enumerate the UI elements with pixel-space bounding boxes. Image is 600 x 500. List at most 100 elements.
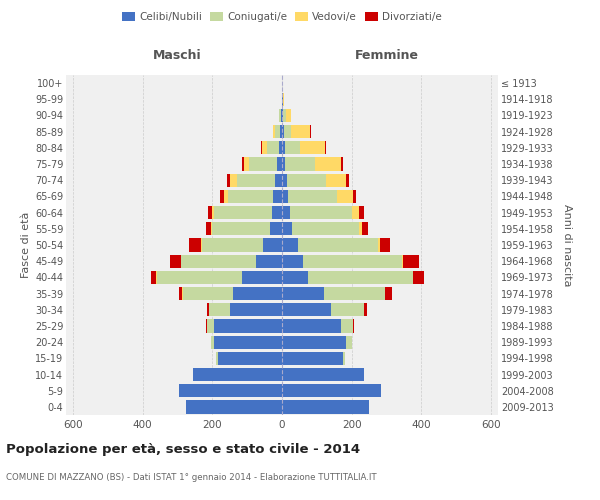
Bar bbox=[288, 190, 337, 203]
Bar bbox=[341, 158, 343, 170]
Bar bbox=[193, 368, 282, 381]
Bar bbox=[216, 352, 218, 365]
Bar bbox=[284, 125, 291, 138]
Bar bbox=[353, 190, 356, 203]
Bar bbox=[249, 158, 277, 170]
Bar bbox=[272, 206, 282, 220]
Legend: Celibi/Nubili, Coniugati/e, Vedovi/e, Divorziati/e: Celibi/Nubili, Coniugati/e, Vedovi/e, Di… bbox=[118, 8, 446, 26]
Bar bbox=[298, 238, 378, 252]
Bar bbox=[324, 287, 385, 300]
Bar bbox=[220, 190, 224, 203]
Bar bbox=[230, 303, 282, 316]
Bar bbox=[214, 206, 272, 220]
Bar bbox=[282, 158, 286, 170]
Bar bbox=[282, 222, 292, 235]
Bar bbox=[283, 109, 286, 122]
Bar bbox=[290, 206, 352, 220]
Bar bbox=[181, 254, 256, 268]
Bar bbox=[325, 141, 326, 154]
Bar bbox=[230, 174, 237, 187]
Bar bbox=[278, 109, 279, 122]
Bar bbox=[285, 141, 301, 154]
Bar bbox=[359, 206, 364, 220]
Bar bbox=[303, 254, 402, 268]
Bar bbox=[282, 238, 298, 252]
Bar bbox=[261, 141, 262, 154]
Bar bbox=[237, 174, 275, 187]
Bar bbox=[270, 222, 282, 235]
Bar bbox=[359, 222, 362, 235]
Bar bbox=[244, 158, 249, 170]
Bar bbox=[403, 254, 419, 268]
Bar bbox=[282, 336, 346, 349]
Bar bbox=[214, 320, 282, 332]
Bar bbox=[275, 174, 282, 187]
Bar bbox=[315, 158, 341, 170]
Bar bbox=[279, 109, 281, 122]
Bar bbox=[283, 92, 284, 106]
Bar bbox=[279, 141, 282, 154]
Bar bbox=[413, 270, 424, 284]
Bar bbox=[170, 254, 181, 268]
Bar bbox=[286, 109, 291, 122]
Bar bbox=[183, 287, 233, 300]
Bar bbox=[282, 174, 287, 187]
Bar bbox=[201, 238, 202, 252]
Bar bbox=[282, 400, 369, 413]
Bar bbox=[151, 270, 156, 284]
Bar bbox=[211, 222, 212, 235]
Bar bbox=[282, 206, 290, 220]
Bar bbox=[267, 141, 279, 154]
Bar bbox=[228, 190, 273, 203]
Bar bbox=[282, 109, 283, 122]
Bar bbox=[282, 320, 341, 332]
Bar bbox=[301, 141, 325, 154]
Bar bbox=[353, 320, 354, 332]
Bar bbox=[179, 384, 282, 398]
Bar bbox=[292, 222, 359, 235]
Bar bbox=[179, 287, 182, 300]
Bar bbox=[282, 270, 308, 284]
Bar bbox=[273, 125, 275, 138]
Bar bbox=[206, 320, 207, 332]
Bar bbox=[224, 190, 228, 203]
Y-axis label: Anni di nascita: Anni di nascita bbox=[562, 204, 572, 286]
Bar bbox=[364, 303, 367, 316]
Bar bbox=[331, 303, 364, 316]
Bar bbox=[202, 238, 263, 252]
Bar bbox=[263, 238, 282, 252]
Bar bbox=[310, 125, 311, 138]
Bar bbox=[233, 287, 282, 300]
Bar bbox=[362, 222, 368, 235]
Bar bbox=[287, 174, 326, 187]
Bar bbox=[282, 141, 285, 154]
Bar bbox=[209, 303, 230, 316]
Bar bbox=[346, 336, 352, 349]
Bar bbox=[343, 352, 345, 365]
Bar bbox=[275, 125, 280, 138]
Bar bbox=[281, 109, 282, 122]
Bar bbox=[242, 270, 282, 284]
Bar bbox=[212, 206, 214, 220]
Bar bbox=[186, 400, 282, 413]
Bar bbox=[157, 270, 242, 284]
Bar bbox=[282, 303, 331, 316]
Text: Femmine: Femmine bbox=[355, 49, 419, 62]
Bar bbox=[286, 158, 315, 170]
Bar bbox=[282, 287, 324, 300]
Bar bbox=[402, 254, 403, 268]
Text: Popolazione per età, sesso e stato civile - 2014: Popolazione per età, sesso e stato civil… bbox=[6, 442, 360, 456]
Bar bbox=[282, 92, 283, 106]
Bar bbox=[326, 174, 346, 187]
Bar bbox=[380, 238, 390, 252]
Bar bbox=[291, 125, 310, 138]
Bar bbox=[262, 141, 267, 154]
Bar bbox=[273, 190, 282, 203]
Bar bbox=[282, 254, 303, 268]
Bar bbox=[352, 206, 359, 220]
Bar bbox=[214, 336, 282, 349]
Bar bbox=[341, 320, 353, 332]
Bar bbox=[207, 320, 214, 332]
Bar bbox=[256, 254, 282, 268]
Bar bbox=[212, 222, 270, 235]
